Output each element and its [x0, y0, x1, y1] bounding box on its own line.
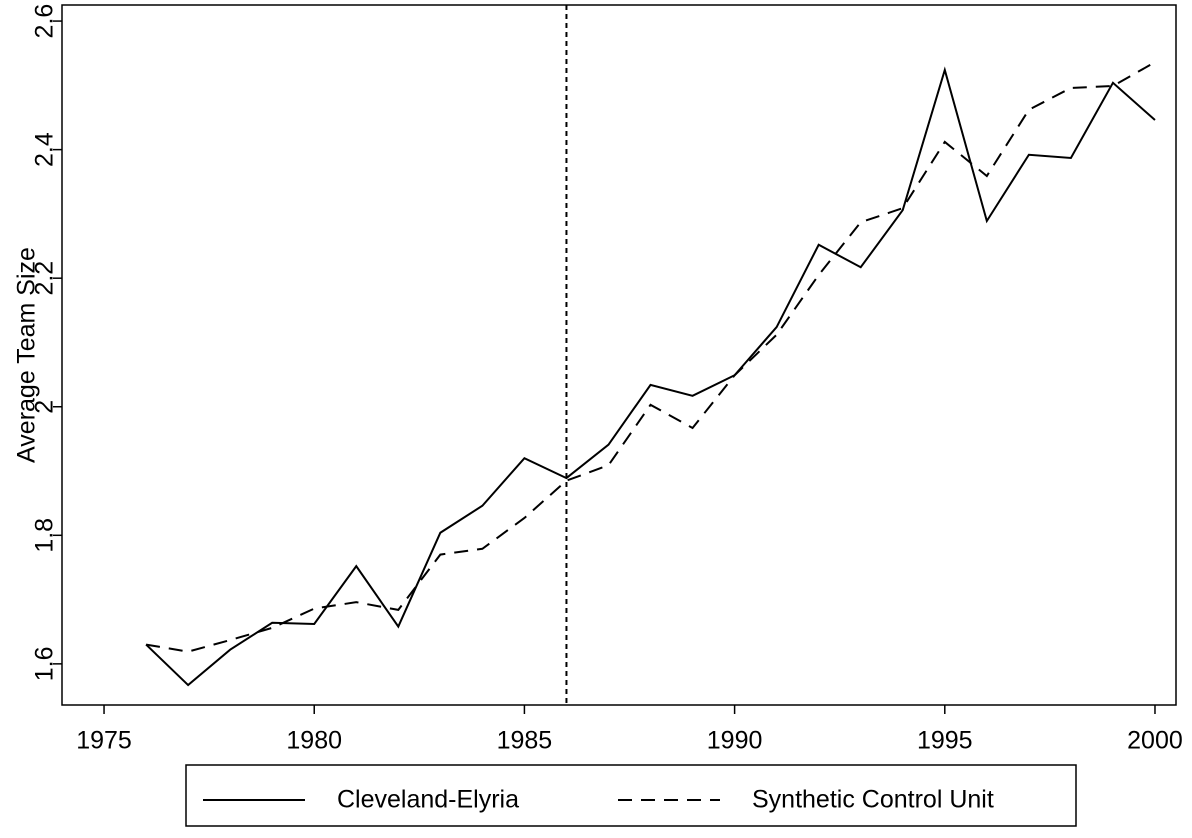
legend-label: Cleveland-Elyria — [337, 786, 519, 814]
y-tick-label: 2.2 — [31, 261, 59, 296]
y-tick-label: 2.4 — [31, 132, 59, 167]
y-tick-label: 2.6 — [31, 4, 59, 39]
x-tick-label: 1985 — [497, 727, 553, 755]
y-axis-label: Average Team Size — [13, 247, 41, 463]
x-tick-label: 1980 — [286, 727, 342, 755]
y-tick-label: 1.8 — [31, 518, 59, 553]
legend-box — [185, 764, 1077, 827]
x-tick-label: 1995 — [917, 727, 973, 755]
series-line — [145, 61, 1156, 653]
legend-label: Synthetic Control Unit — [752, 786, 994, 814]
series-line — [145, 66, 1156, 687]
y-tick-label: 2 — [31, 400, 59, 414]
x-tick-label: 2000 — [1127, 727, 1183, 755]
y-tick-label: 1.6 — [31, 646, 59, 681]
x-tick-label: 1975 — [76, 727, 132, 755]
x-tick-label: 1990 — [707, 727, 763, 755]
plot-frame — [61, 4, 1177, 706]
